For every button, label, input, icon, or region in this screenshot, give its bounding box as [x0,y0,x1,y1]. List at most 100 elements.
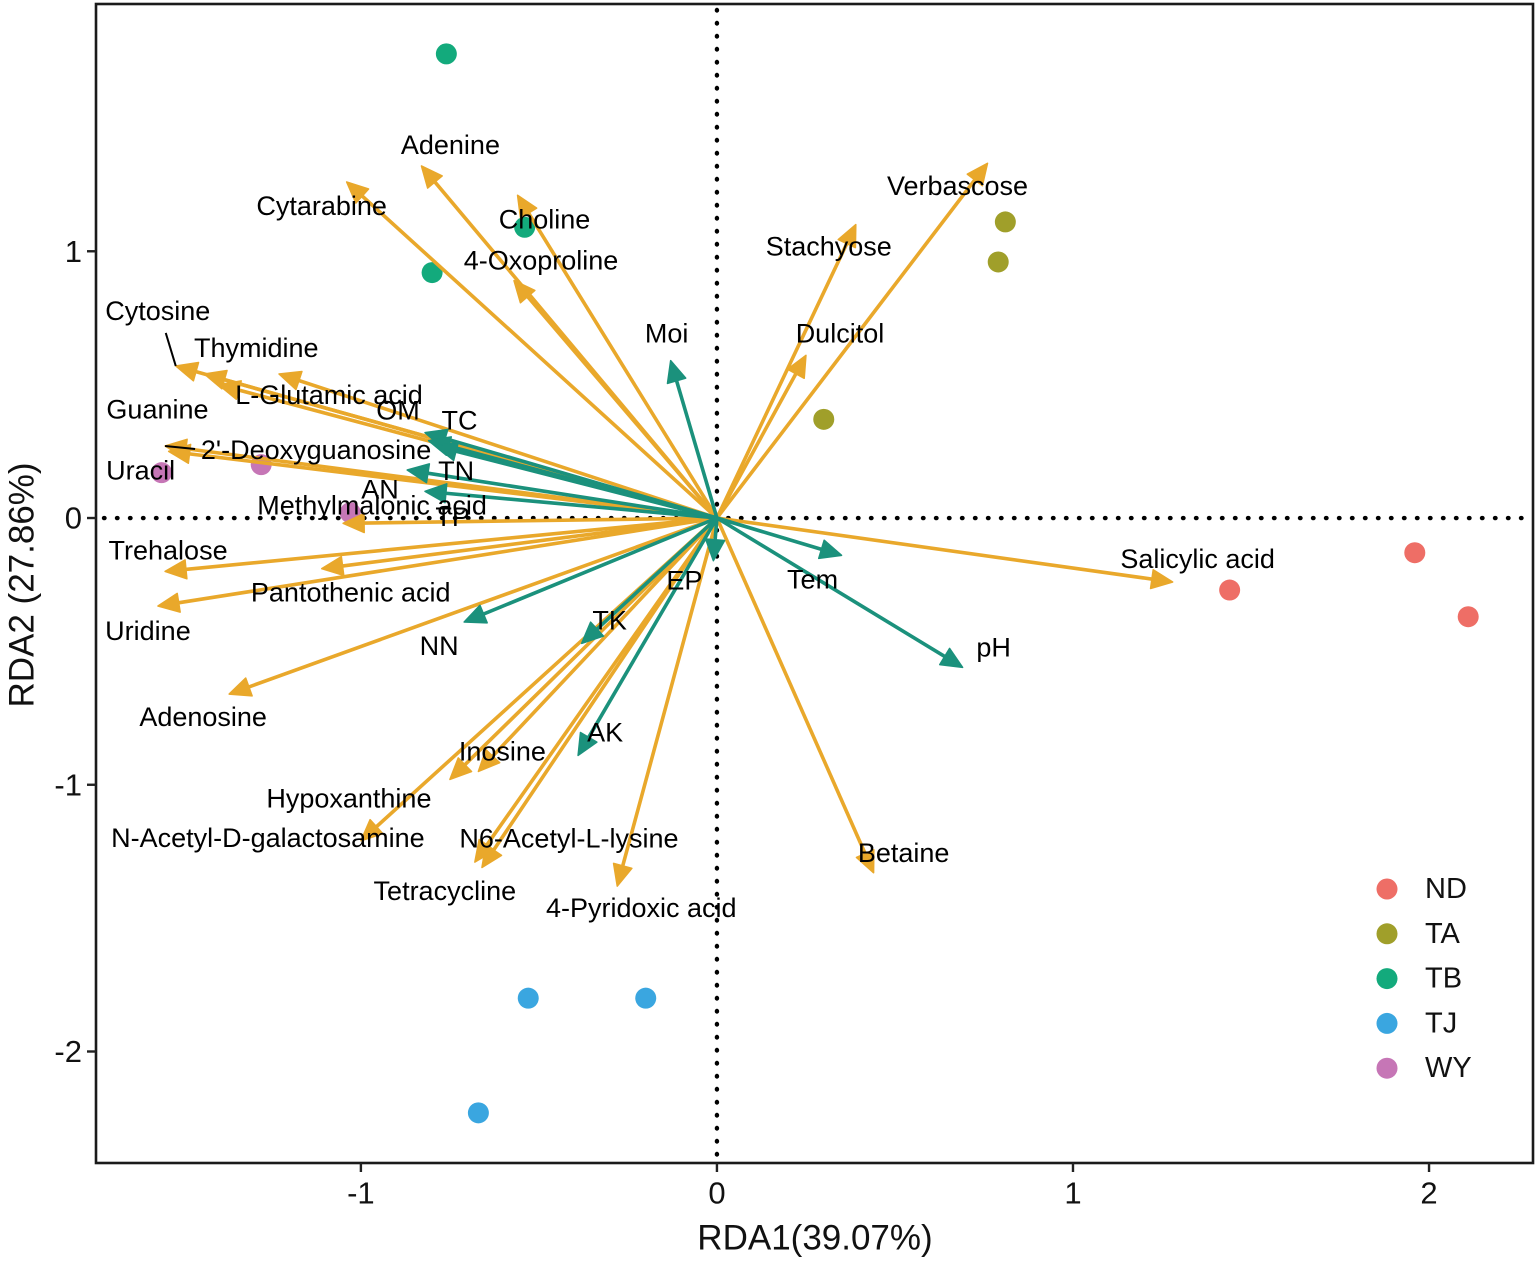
point-tj-2 [635,987,657,1009]
metabolite-label-pantothenic-acid: Pantothenic acid [251,578,451,608]
plot-panel [96,4,1533,1163]
metabolite-arrow-head-choline [516,194,538,219]
arrow-labels: Adenine Cytarabine Choline 4-Oxoproline Cyto… [105,130,1275,923]
environment-label-tp: TP [435,502,470,532]
metabolite-arrow-head-guanine [217,380,242,400]
metabolite-arrow-head-trehalose [164,559,188,580]
metabolite-arrow-head-l-glutamic-acid [278,370,303,391]
legend-item-wy: WY [1376,1052,1472,1084]
metabolite-arrow-shaft-cytarabine [354,189,719,520]
metabolite-label-stachyose: Stachyose [766,232,892,262]
environment-arrows [406,359,964,757]
metabolite-label-choline: Choline [499,204,591,234]
metabolite-arrow-betaine [715,517,875,874]
environment-arrow-head-ph [938,647,964,669]
metabolite-label-dulcitol: Dulcitol [796,318,885,348]
environment-arrow-shaft-moi [672,372,719,519]
legend-item-nd: ND [1376,873,1467,905]
metabolite-arrow-shaft-inosine [485,516,719,764]
metabolite-arrow-shaft-tetracycline [480,516,719,853]
point-tb-1 [435,43,457,65]
y-tick-label: -2 [54,1034,82,1069]
metabolite-arrow-trehalose [164,516,718,580]
metabolite-label-adenine: Adenine [401,130,500,160]
environment-arrow-tn [406,463,718,520]
metabolite-arrow-stachyose [715,223,857,519]
metabolite-arrow-4-oxoproline [513,279,719,520]
metabolite-label-4-pyridoxic-acid: 4-Pyridoxic acid [546,893,737,923]
metabolite-label-salicylic-acid: Salicylic acid [1120,544,1275,574]
metabolite-arrow-head-adenine [420,165,443,189]
environment-label-om: OM [376,396,420,426]
legend-key-tj [1376,1012,1398,1034]
metabolite-arrow-choline [516,194,719,519]
environment-arrow-shaft-tk [589,516,719,637]
metabolite-label-uracil: Uracil [106,455,175,485]
environment-label-tc: TC [442,406,478,436]
metabolite-arrow-inosine [477,516,719,773]
legend: ND TA TB TJ WY [1376,873,1472,1084]
metabolite-label-betaine: Betaine [858,838,950,868]
environment-label-ep: EP [666,566,702,596]
metabolite-label-hypoxanthine: Hypoxanthine [266,783,431,813]
plot-border [94,2,1535,1165]
metabolite-label-tetracycline: Tetracycline [374,876,517,906]
metabolite-arrow-shaft-l-glutamic-acid [290,376,718,520]
x-tick-label: -1 [347,1176,375,1211]
metabolite-label-4-oxoproline: 4-Oxoproline [464,246,619,276]
metabolite-arrow-shaft-uridine [170,516,718,606]
environment-arrow-head-tem [817,539,843,560]
point-nd-2 [1219,579,1241,601]
legend-item-tb: TB [1376,963,1462,995]
environment-arrow-shaft-tn [419,470,718,520]
environment-arrow-shaft-nn [475,516,718,619]
x-tick-label: 1 [1064,1176,1081,1211]
metabolite-label-guanine: Guanine [106,395,208,425]
environment-arrow-head-tp [434,441,460,462]
metabolite-label-verbascose: Verbascose [887,171,1028,201]
metabolite-arrow-head-verbascose [966,162,989,187]
environment-arrow-ep [704,517,726,562]
y-tick-label: 1 [65,234,82,269]
environment-arrow-head-tn [406,463,431,484]
metabolite-arrow-verbascose [715,162,989,520]
environment-arrow-shaft-an [437,490,718,520]
metabolite-arrow-shaft-methylmalonic-acid [355,516,717,525]
point-ta-2 [987,251,1009,273]
environment-label-ph: pH [976,632,1011,662]
reference-lines [101,7,1532,1162]
metabolite-arrow-head-uridine [157,592,181,613]
environment-arrow-an [424,483,718,520]
environment-label-moi: Moi [645,319,689,349]
metabolite-label-leader-2-deoxyguanosine [164,444,196,450]
metabolite-arrow-uridine [157,516,718,613]
y-axis-title: RDA2 (27.86%) [3,462,42,707]
environment-arrow-head-an [424,483,448,504]
metabolite-arrow-shaft-stachyose [715,235,853,519]
metabolite-arrow-shaft-uracil [180,451,718,520]
legend-item-tj: TJ [1376,1007,1457,1039]
environment-label-tn: TN [438,456,474,486]
legend-label-tb: TB [1425,963,1462,995]
environment-label-nn: NN [420,631,459,661]
legend-item-ta: TA [1376,918,1461,950]
metabolite-arrow-cytarabine [345,181,719,520]
legend-key-wy [1376,1057,1398,1079]
metabolite-arrow-pantothenic-acid [320,516,718,577]
legend-label-tj: TJ [1425,1007,1457,1039]
metabolite-label-n-acetyl-d-galactosamine: N-Acetyl-D-galactosamine [111,823,425,853]
environment-arrow-nn [463,516,718,624]
point-nd-3 [1457,606,1479,628]
metabolite-label-adenosine: Adenosine [139,702,267,732]
environment-label-tk: TK [592,605,627,635]
environment-arrow-head-tk [580,621,605,645]
x-tick-label: 2 [1420,1176,1437,1211]
metabolite-arrow-l-glutamic-acid [278,370,718,520]
legend-key-nd [1376,878,1398,900]
point-ta-3 [813,408,835,430]
x-axis-title: RDA1(39.07%) [697,1219,932,1258]
metabolite-arrow-shaft-pantothenic-acid [334,516,718,569]
metabolite-arrow-shaft-dulcitol [715,365,802,519]
metabolite-label-leader-cytosine [164,332,177,367]
environment-arrow-tem [716,516,843,560]
